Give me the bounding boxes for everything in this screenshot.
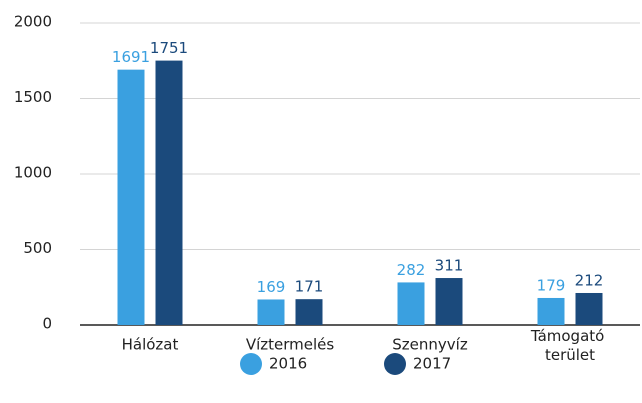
x-tick-label: Hálózat (122, 336, 179, 354)
bar (435, 278, 463, 325)
value-label: 1691 (112, 48, 150, 66)
y-tick-label: 2000 (14, 13, 52, 31)
bar (257, 299, 285, 325)
bar (117, 69, 145, 325)
legend-label: 2017 (413, 355, 451, 373)
bar (295, 299, 323, 325)
value-label: 212 (575, 271, 604, 289)
bar (155, 60, 183, 325)
x-tick-label: Szennyvíz (392, 336, 468, 354)
legend-label: 2016 (269, 355, 307, 373)
value-label: 169 (257, 278, 286, 296)
legend-marker (384, 353, 406, 375)
x-tick-label: Víztermelés (246, 336, 335, 354)
y-tick-label: 0 (42, 315, 52, 333)
value-label: 171 (295, 278, 324, 296)
y-tick-label: 1000 (14, 164, 52, 182)
value-label: 179 (537, 276, 566, 294)
value-label: 311 (435, 257, 464, 275)
legend-marker (240, 353, 262, 375)
x-tick-label: Támogató terület (530, 327, 609, 364)
y-tick-label: 1500 (14, 88, 52, 106)
value-label: 282 (397, 261, 426, 279)
value-label: 1751 (150, 39, 188, 57)
bar (537, 297, 565, 325)
bar (575, 292, 603, 325)
bar (397, 282, 425, 325)
y-tick-label: 500 (23, 239, 52, 257)
